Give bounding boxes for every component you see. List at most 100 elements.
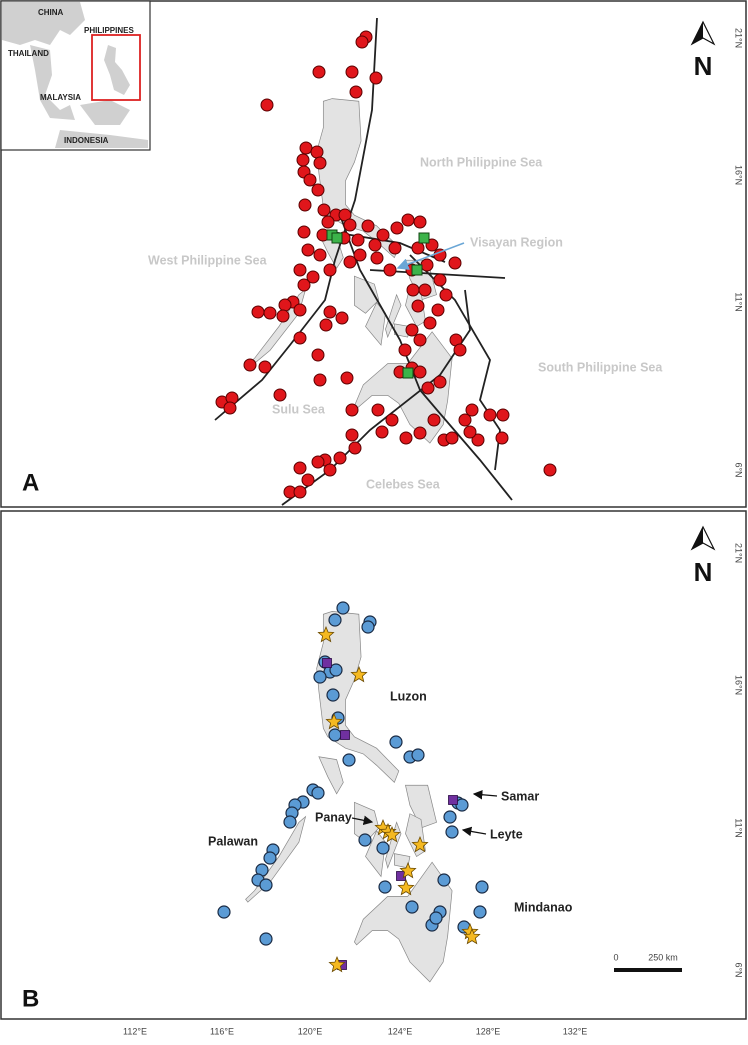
site-marker [299, 141, 313, 155]
site-marker [251, 305, 265, 319]
sample-marker [376, 841, 390, 855]
site-marker [345, 65, 359, 79]
site-marker [399, 431, 413, 445]
north-label: N [694, 557, 713, 587]
pointer [461, 826, 487, 837]
sample-marker [475, 880, 489, 894]
site-square [331, 232, 343, 244]
site-marker [311, 183, 325, 197]
site-marker [313, 248, 327, 262]
inset-label: CHINA [38, 8, 64, 17]
site-marker [313, 156, 327, 170]
site-marker [345, 428, 359, 442]
lat-label: 21°N [734, 543, 744, 563]
sample-marker [263, 851, 277, 865]
island [245, 815, 307, 903]
sea-label: Visayan Region [470, 235, 563, 249]
sample-square [448, 795, 458, 805]
north-label: N [694, 51, 713, 81]
site-marker [278, 298, 292, 312]
site-marker [260, 98, 274, 112]
sample-marker [336, 601, 350, 615]
lat-label: 16°N [734, 675, 744, 695]
markers-a [215, 30, 557, 499]
sample-marker [378, 880, 392, 894]
site-marker [390, 221, 404, 235]
site-marker [351, 233, 365, 247]
sample-star [328, 955, 346, 973]
site-marker [371, 403, 385, 417]
site-marker [398, 343, 412, 357]
site-marker [276, 309, 290, 323]
island [405, 784, 437, 829]
sample-marker [326, 688, 340, 702]
site-marker [355, 35, 369, 49]
site-marker [463, 425, 477, 439]
site-square [418, 232, 430, 244]
sample-star [383, 825, 401, 843]
sample-marker [405, 900, 419, 914]
site-marker [411, 241, 425, 255]
site-marker [273, 388, 287, 402]
site-marker [431, 303, 445, 317]
sample-marker [429, 911, 443, 925]
island [353, 331, 453, 444]
lon-label: 116°E [210, 1026, 234, 1036]
sample-star [325, 712, 343, 730]
site-marker [310, 145, 324, 159]
site-marker [385, 413, 399, 427]
sample-marker [389, 735, 403, 749]
site-marker [293, 461, 307, 475]
lon-label: 120°E [298, 1026, 323, 1036]
island [318, 756, 344, 795]
site-square [402, 367, 414, 379]
inset-land [104, 45, 130, 95]
panel-b-frame [0, 510, 747, 1020]
site-marker [406, 283, 420, 297]
sample-marker [437, 873, 451, 887]
site-marker [323, 305, 337, 319]
site-marker [413, 426, 427, 440]
site-marker [349, 85, 363, 99]
site-marker [293, 263, 307, 277]
sample-marker [358, 833, 372, 847]
site-marker [495, 431, 509, 445]
site-marker [263, 306, 277, 320]
inset-label: THAILAND [8, 49, 49, 58]
lat-label: 11°N [734, 818, 744, 837]
island [354, 275, 380, 314]
sample-square [340, 730, 350, 740]
sample-marker [443, 810, 457, 824]
site-marker [321, 215, 335, 229]
island [354, 861, 453, 983]
lat-label: 6°N [734, 962, 744, 977]
inset-label: MALAYSIA [40, 93, 81, 102]
site-marker [388, 241, 402, 255]
site-marker [483, 408, 497, 422]
site-marker [401, 213, 415, 227]
site-marker [340, 371, 354, 385]
sea-label: North Philippine Sea [420, 155, 543, 169]
sample-marker [361, 620, 375, 634]
site-marker [335, 311, 349, 325]
sample-marker [283, 815, 297, 829]
site-marker [453, 343, 467, 357]
site-marker [298, 198, 312, 212]
site-marker [445, 431, 459, 445]
sample-marker [342, 753, 356, 767]
site-marker [297, 225, 311, 239]
site-marker [313, 373, 327, 387]
pointer [472, 789, 498, 800]
site-marker [420, 258, 434, 272]
pointer [351, 815, 374, 826]
sample-marker [455, 798, 469, 812]
site-marker [343, 255, 357, 269]
sample-marker [328, 728, 342, 742]
lat-label: 6°N [734, 462, 744, 477]
sample-marker [329, 663, 343, 677]
scale-bar [614, 968, 682, 972]
north-arrow [692, 22, 703, 44]
fault-line [214, 17, 378, 421]
scale-label: 0 [613, 952, 618, 962]
site-marker [376, 228, 390, 242]
